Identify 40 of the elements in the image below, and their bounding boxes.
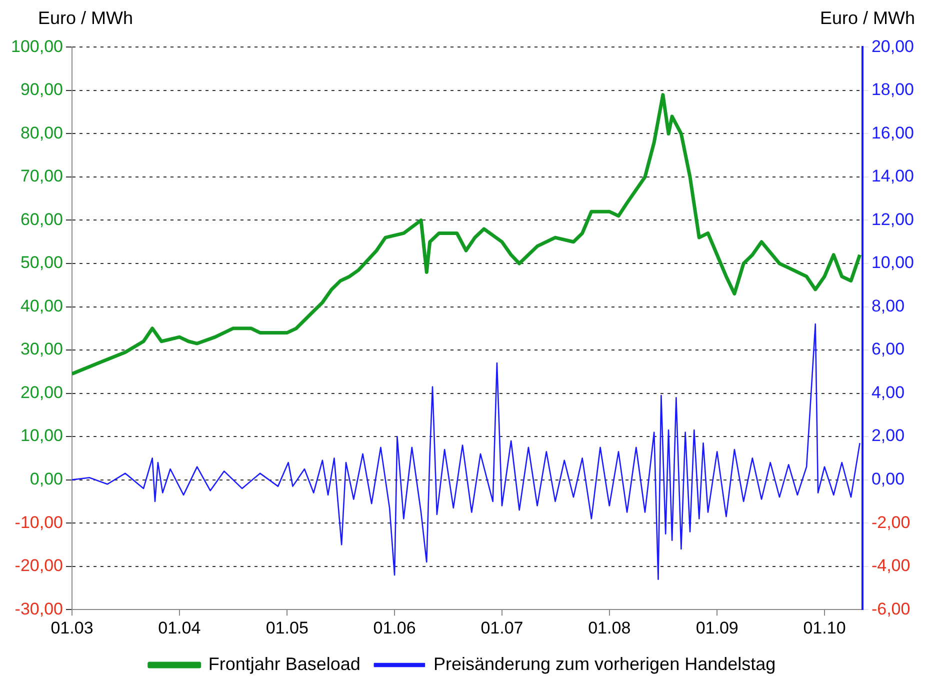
y2-tick-label: 4,00 <box>871 382 905 402</box>
y2-tick-label: -4,00 <box>871 556 910 576</box>
x-tick-label: 01.09 <box>696 618 738 638</box>
y2-tick-label: 14,00 <box>871 166 914 186</box>
y2-axis-title: Euro / MWh <box>820 8 915 30</box>
y-axis-title: Euro / MWh <box>38 8 134 30</box>
y2-tick-label: 10,00 <box>871 253 914 272</box>
y2-tick-label: 12,00 <box>871 210 914 229</box>
x-tick-label: 01.08 <box>588 618 631 638</box>
y-tick-label: -30,00 <box>14 599 63 618</box>
x-tick-label: 01.06 <box>373 618 416 638</box>
y-tick-label: 60,00 <box>20 210 63 229</box>
y2-tick-label: 6,00 <box>871 340 905 359</box>
y-tick-label: 30,00 <box>20 340 63 359</box>
y-tick-label: 20,00 <box>20 382 63 402</box>
y-tick-label: 50,00 <box>20 253 63 272</box>
y-tick-label: 40,00 <box>20 296 63 316</box>
y2-tick-label: 16,00 <box>871 123 914 142</box>
y-tick-label: 70,00 <box>20 166 63 186</box>
y2-tick-label: -2,00 <box>871 512 910 532</box>
legend-label: Preisänderung zum vorherigen Handelstag <box>433 654 776 674</box>
x-tick-label: 01.07 <box>480 618 524 638</box>
y-tick-label: 90,00 <box>20 80 63 100</box>
x-tick-label: 01.05 <box>266 618 308 638</box>
legend-label: Frontjahr Baseload <box>208 654 360 674</box>
y2-tick-label: 0,00 <box>871 470 905 489</box>
y-tick-label: 80,00 <box>20 123 63 142</box>
x-tick-label: 01.10 <box>803 618 846 638</box>
y-tick-label: -20,00 <box>14 556 63 576</box>
x-tick-label: 01.04 <box>158 618 201 638</box>
y2-tick-label: 20,00 <box>871 36 914 56</box>
x-tick-label: 01.03 <box>50 618 94 638</box>
y-tick-label: -10,00 <box>14 512 63 532</box>
y2-tick-label: 2,00 <box>871 426 905 446</box>
y-tick-label: 100,00 <box>10 36 63 56</box>
y2-tick-label: 18,00 <box>871 80 914 100</box>
y-tick-label: 0,00 <box>30 470 63 489</box>
y2-tick-label: -6,00 <box>871 599 910 618</box>
y-tick-label: 10,00 <box>20 426 63 446</box>
y2-tick-label: 8,00 <box>871 296 905 316</box>
